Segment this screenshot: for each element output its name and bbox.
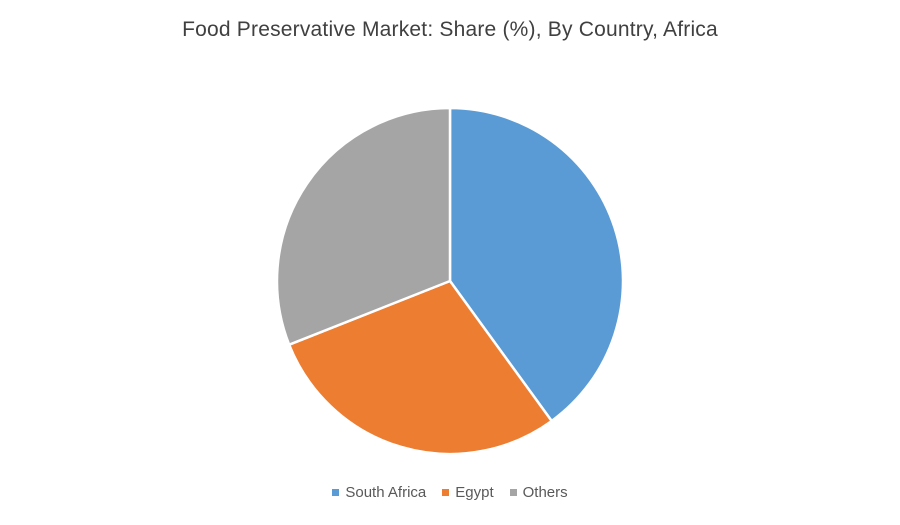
legend-label: South Africa (345, 484, 427, 501)
pie-slice-egypt (287, 279, 553, 456)
chart-legend: South Africa Egypt Others (0, 484, 900, 501)
legend-item-others: Others (509, 484, 568, 501)
pie-slice-others (275, 106, 452, 346)
legend-label: Egypt (455, 484, 494, 501)
pie-slice-south-africa (448, 106, 625, 423)
chart-title: Food Preservative Market: Share (%), By … (182, 18, 718, 41)
legend-swatch (332, 489, 340, 496)
legend-label: Others (522, 484, 568, 501)
legend-swatch (442, 489, 450, 496)
legend-item-egypt: Egypt (442, 484, 494, 501)
legend-swatch (509, 489, 517, 496)
legend-item-south-africa: South Africa (332, 484, 426, 501)
